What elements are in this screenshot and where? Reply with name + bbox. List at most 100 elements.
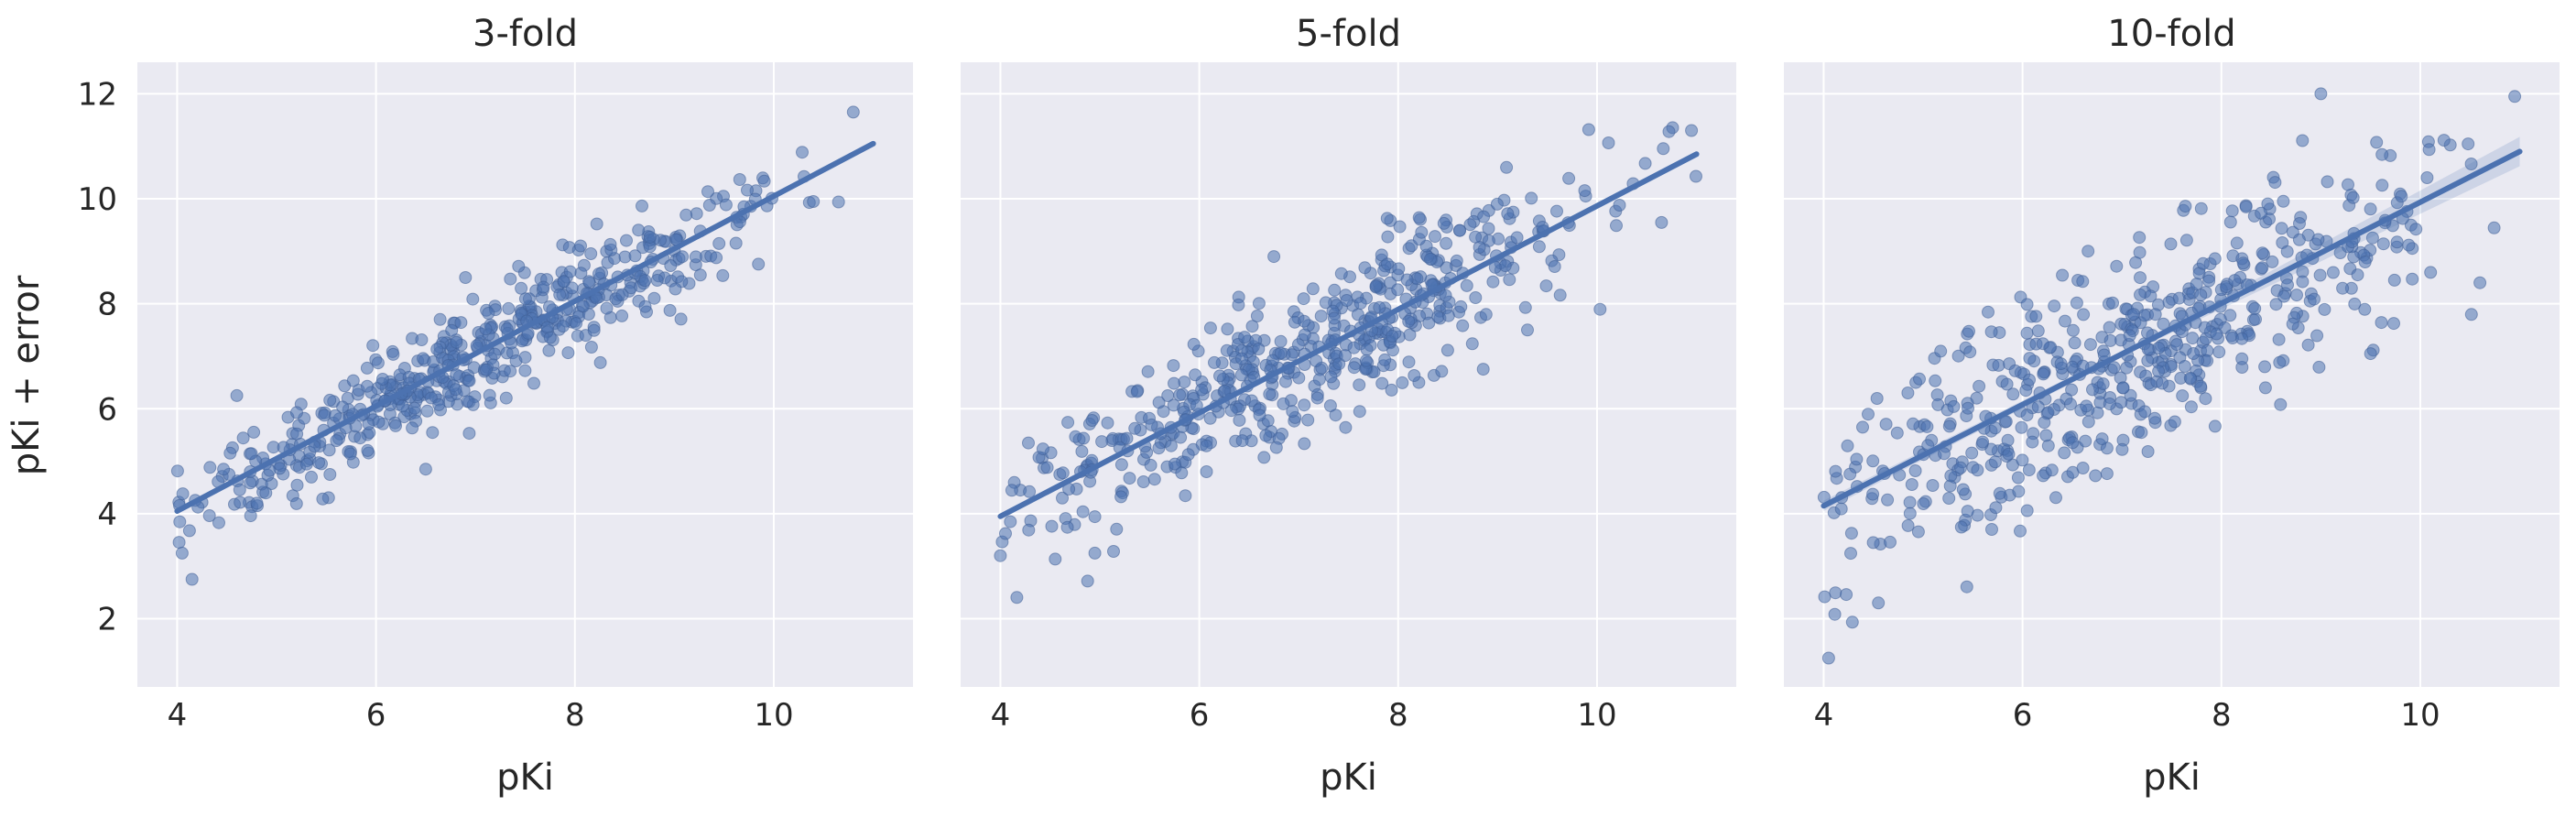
data-point [2420,171,2434,184]
data-point [1437,216,1451,230]
data-point [2348,297,2362,310]
data-point [2198,321,2212,334]
data-point [846,105,860,119]
data-point [361,379,374,393]
data-point [185,572,199,586]
data-point [2212,345,2226,359]
data-point [1962,401,1974,415]
data-point [223,446,237,460]
data-point [2255,246,2269,260]
data-point [408,401,421,415]
data-point [323,468,337,481]
data-point [2248,301,2262,315]
data-point [593,355,607,369]
data-point [553,288,567,301]
data-point [1985,523,1998,536]
data-point [1821,651,1835,665]
plot-background [961,62,1736,687]
data-point [2406,272,2419,286]
data-point [1339,349,1352,363]
data-point [2089,469,2103,483]
data-point [499,391,513,405]
data-point [2048,300,2061,313]
data-point [2258,360,2272,374]
data-point [445,323,459,337]
data-point [2236,256,2250,270]
data-point [2076,275,2090,289]
data-point [2081,245,2095,258]
x-tick-label: 6 [1190,697,1210,734]
data-point [2223,215,2237,229]
data-point [1942,419,1956,433]
data-point [807,195,821,208]
data-point [1429,230,1441,244]
data-point [2023,373,2036,387]
data-point [504,365,517,378]
data-point [244,476,257,490]
data-point [2266,255,2279,268]
data-point [2235,352,2249,365]
data-point [2045,463,2059,477]
data-point [1081,574,1094,588]
data-point [2296,134,2310,147]
data-point [217,463,231,476]
data-point [2321,175,2334,189]
data-point [462,427,476,441]
data-point [1233,413,1246,427]
data-point [1298,314,1311,328]
data-point [2194,379,2208,393]
data-point [1976,435,1990,449]
data-point [234,496,247,509]
data-point [1911,525,1925,539]
data-point [1328,283,1342,297]
data-point [172,536,186,550]
data-point [2281,278,2294,292]
data-point [2375,316,2388,330]
data-point [2464,308,2478,321]
data-point [1456,319,1470,332]
data-point [2133,245,2147,259]
data-point [518,351,532,365]
data-point [1128,421,1142,435]
data-point [203,461,217,474]
data-point [1844,547,1857,561]
data-point [1167,359,1180,373]
data-point [2116,381,2130,395]
data-point [2041,439,2055,452]
data-point [1004,515,1017,528]
data-point [1657,142,1670,156]
data-point [741,183,754,197]
panel-title: 5-fold [1296,13,1401,55]
data-point [504,272,517,286]
y-tick-label: 8 [97,287,117,323]
data-point [752,257,766,271]
data-point [729,236,743,250]
data-point [1324,370,1338,384]
data-point [1220,343,1234,357]
data-point [360,361,374,375]
data-point [620,234,633,247]
data-point [1396,376,1409,389]
data-point [693,268,707,282]
data-point [1277,397,1290,410]
data-point [2148,308,2162,321]
data-point [2280,245,2294,258]
data-point [2141,354,2155,367]
data-point [2249,312,2262,326]
data-point [2001,433,2015,447]
panels: 4 6 8 10 2 4 6 8 10 12 3-fold pKi 4 6 8 10 5-fold pKi 4 6 8 1… [78,13,2560,799]
data-point [323,393,337,407]
data-point [1259,429,1273,442]
data-point [1907,417,1919,430]
data-point [2190,278,2203,291]
data-point [1269,441,1283,454]
data-point [202,509,216,522]
data-point [1380,212,1394,225]
data-point [1963,345,1977,359]
data-point [1917,497,1930,510]
data-point [1422,316,1436,330]
data-point [2106,296,2119,310]
data-point [2387,273,2401,287]
data-point [615,288,629,301]
data-point [1408,369,1421,382]
